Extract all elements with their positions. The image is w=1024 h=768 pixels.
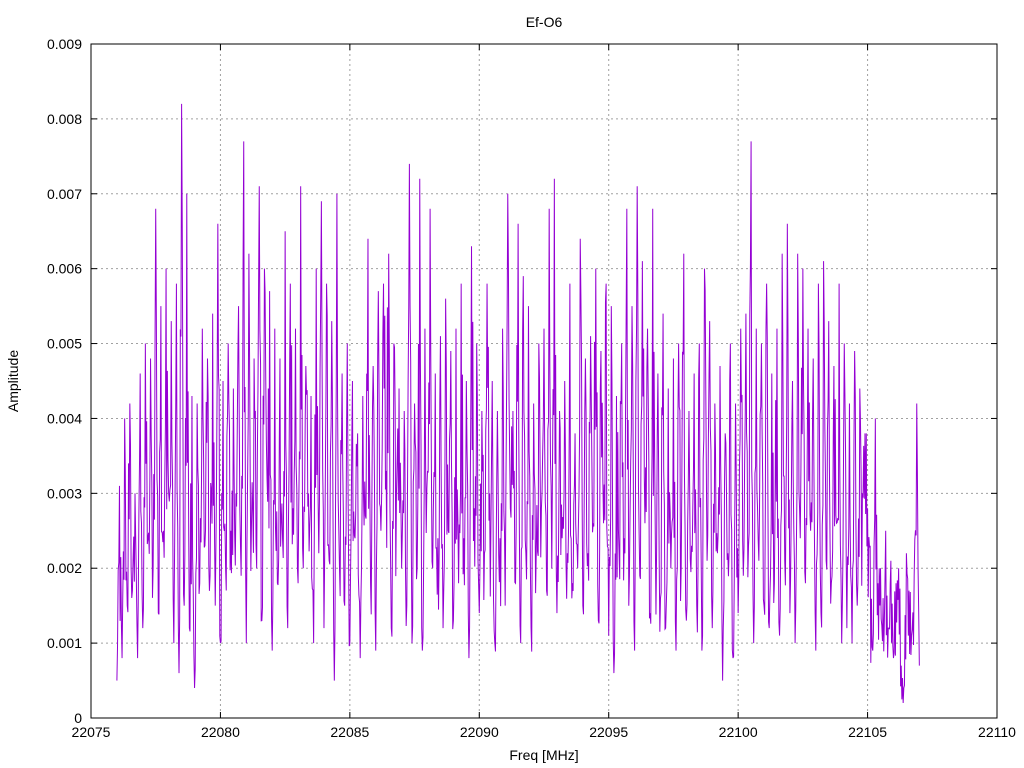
y-axis-label: Amplitude	[5, 350, 21, 412]
tick-labels: 22075 22080 22085 22090 22095 22100 22105 22110…	[47, 36, 1016, 740]
y-tick-label: 0	[74, 710, 82, 726]
x-tick-label: 22085	[330, 724, 369, 740]
y-tick-label: 0.002	[47, 560, 82, 576]
series-line-0	[116, 103, 920, 704]
y-tick-label: 0.003	[47, 485, 82, 501]
x-tick-label: 22075	[72, 724, 111, 740]
y-tick-label: 0.008	[47, 111, 82, 127]
y-tick-label: 0.006	[47, 261, 82, 277]
x-tick-label: 22110	[978, 724, 1016, 740]
y-tick-label: 0.009	[47, 36, 82, 52]
x-tick-label: 22105	[848, 724, 887, 740]
x-axis-label: Freq [MHz]	[509, 747, 578, 763]
y-tick-label: 0.004	[47, 410, 82, 426]
y-tick-label: 0.001	[47, 635, 82, 651]
x-tick-label: 22080	[201, 724, 240, 740]
y-tick-label: 0.005	[47, 336, 82, 352]
y-tick-label: 0.007	[47, 186, 82, 202]
x-tick-label: 22095	[589, 724, 628, 740]
series-layer	[116, 103, 920, 704]
x-tick-label: 22090	[460, 724, 499, 740]
chart-title: Ef-O6	[526, 14, 563, 30]
plot-frame	[90, 43, 998, 719]
x-tick-label: 22100	[719, 724, 758, 740]
